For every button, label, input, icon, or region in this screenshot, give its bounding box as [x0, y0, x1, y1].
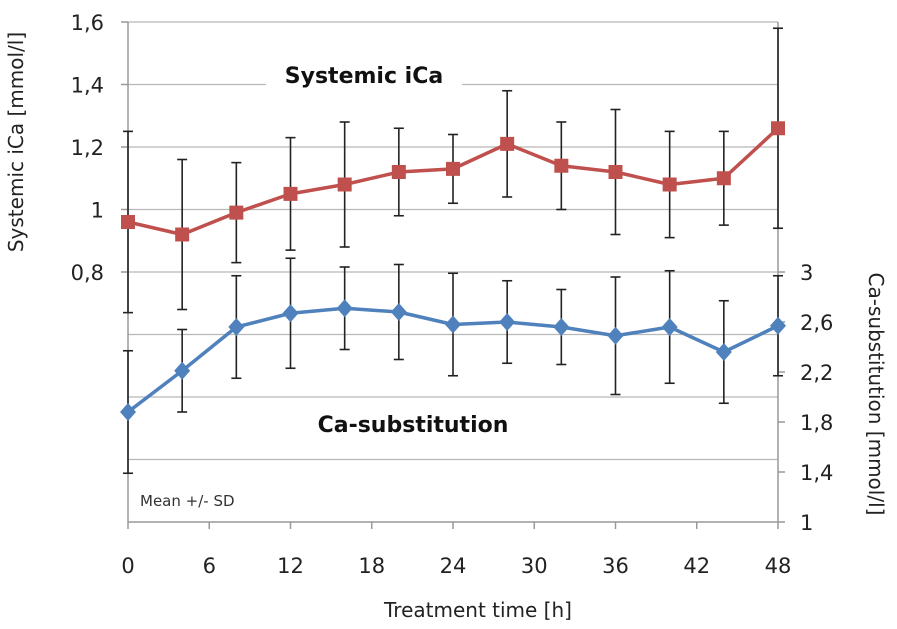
x-tick-label: 30: [521, 554, 548, 578]
systemic-ica-marker: [175, 227, 190, 242]
axes: 0 6 12 18 24 30 36 42 48 0,8 1 1,2 1,4 1,6 1 1,4 1,8 2,2 2…: [71, 11, 834, 578]
systemic-ica-marker: [391, 165, 406, 179]
right-tick-label: 3: [800, 261, 813, 285]
left-tick-label: 1,2: [71, 136, 104, 160]
x-axis-title: Treatment time [h]: [383, 598, 572, 622]
ca-substitution-marker: [715, 343, 732, 361]
x-tick-label: 48: [765, 554, 792, 578]
right-axis-title: Ca-substitution [mmol/l]: [864, 273, 888, 516]
mean-sd-note: Mean +/- SD: [140, 492, 235, 510]
ca-substitution-marker: [336, 299, 353, 318]
ca-substitution-marker: [499, 313, 516, 331]
right-tick-label: 2,6: [800, 311, 833, 335]
x-tick-label: 12: [277, 554, 304, 578]
x-tick-label: 6: [203, 554, 216, 578]
left-tick-label: 1,4: [71, 74, 104, 98]
systemic-ica-marker: [500, 136, 515, 151]
systemic-ica-series-label: Systemic iCa: [285, 64, 443, 89]
data-markers: [120, 121, 786, 421]
ca-substitution-marker: [120, 403, 136, 421]
ca-substitution-series-label: Ca-substitution: [318, 413, 509, 438]
ca-substitution-marker: [445, 315, 461, 334]
systemic-ica-marker: [446, 161, 460, 176]
systemic-ica-marker: [662, 177, 677, 192]
right-tick-label: 1,8: [800, 411, 833, 435]
right-tick-label: 2,2: [800, 361, 833, 385]
right-tick-label: 1: [800, 511, 813, 535]
systemic-ica-marker: [337, 177, 352, 192]
ca-substitution-marker: [553, 318, 570, 336]
ca-substitution-marker: [228, 318, 245, 336]
systemic-ica-marker: [608, 165, 623, 179]
ca-substitution-marker: [661, 318, 678, 336]
x-tick-label: 36: [602, 554, 629, 578]
systemic-ica-label-bg: [266, 58, 462, 92]
left-tick-label: 1: [91, 199, 104, 223]
ca-substitution-marker: [282, 304, 299, 323]
systemic-ica-marker: [716, 171, 731, 186]
systemic-ica-marker: [554, 158, 569, 173]
left-axis-title: Systemic iCa [mmol/l]: [4, 32, 28, 252]
systemic-ica-marker: [283, 186, 298, 201]
left-tick-label: 0,8: [71, 261, 104, 285]
x-tick-label: 0: [121, 554, 134, 578]
ca-substitution-marker: [770, 316, 786, 335]
ca-substitution-marker: [390, 303, 407, 321]
left-tick-label: 1,6: [71, 11, 104, 35]
ca-substitution-label-bg: [292, 406, 532, 442]
x-tick-label: 42: [683, 554, 710, 578]
error-bars: [123, 27, 783, 475]
systemic-ica-marker: [121, 215, 135, 229]
right-tick-label: 1,4: [800, 461, 833, 485]
x-tick-label: 18: [358, 554, 385, 578]
x-tick-label: 24: [440, 554, 467, 578]
systemic-ica-marker: [229, 205, 244, 220]
ca-substitution-marker: [174, 361, 191, 380]
systemic-ica-marker: [771, 121, 785, 136]
ca-substitution-marker: [607, 326, 624, 345]
